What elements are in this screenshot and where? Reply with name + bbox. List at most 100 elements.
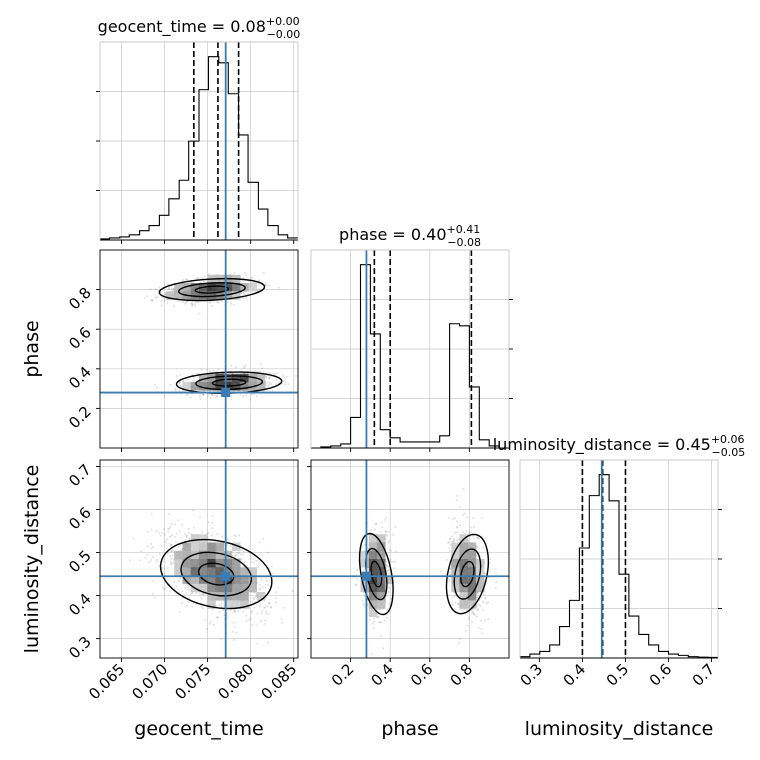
sample-point (259, 370, 262, 373)
sample-point (284, 383, 287, 386)
density-cell (174, 567, 183, 576)
sample-point (277, 286, 280, 289)
tick-label-y-phase: 0.4 (65, 363, 95, 393)
sample-point (268, 602, 271, 605)
sample-point (377, 616, 380, 619)
sample-point (256, 612, 259, 615)
density-cell (232, 382, 241, 391)
sample-point (484, 619, 487, 622)
density-cell (385, 575, 394, 585)
density-cell (476, 583, 485, 593)
density-cell (360, 559, 370, 568)
sample-point (206, 532, 208, 535)
sample-point (158, 565, 161, 568)
sample-point (146, 553, 149, 556)
sample-point (275, 591, 278, 594)
sample-point (158, 552, 161, 555)
sample-point (456, 494, 458, 497)
sample-point (191, 304, 194, 307)
sample-point (200, 597, 203, 600)
panel-2-1-frame (310, 459, 510, 659)
sample-point (243, 367, 246, 369)
density-cell (459, 600, 469, 609)
sample-point (355, 583, 357, 586)
sample-point (369, 618, 371, 621)
sample-point (266, 381, 269, 384)
density-cell (199, 373, 208, 383)
tick-label-y-luminosity_distance: 0.4 (65, 590, 95, 620)
sample-point (373, 617, 376, 620)
sample-point (233, 610, 236, 613)
density-cell (215, 567, 225, 576)
sample-point (259, 587, 262, 590)
sample-point (267, 602, 270, 605)
sample-point (253, 606, 256, 609)
density-cell (368, 608, 378, 618)
density-cell (199, 559, 208, 568)
sample-point (380, 621, 383, 624)
density-cell (368, 583, 378, 593)
sample-point (234, 554, 237, 557)
sample-point (379, 621, 382, 624)
sample-point (158, 286, 161, 289)
sample-point (250, 393, 253, 396)
sample-point (363, 604, 366, 607)
sample-point (233, 272, 236, 274)
sample-point (456, 539, 459, 542)
sample-point (261, 280, 264, 283)
tick-label-x-geocent_time: 0.085 (257, 660, 300, 703)
sample-point (466, 624, 469, 627)
sample-point (457, 538, 460, 541)
density-cell (190, 575, 200, 585)
sample-point (382, 647, 385, 650)
contour-level (177, 281, 246, 298)
sample-point (277, 382, 280, 385)
sample-point (456, 520, 459, 523)
sample-point (230, 398, 233, 401)
density-cell (368, 559, 378, 568)
density-cell (215, 283, 225, 292)
sample-point (233, 303, 235, 306)
sample-point (152, 579, 155, 582)
sample-point (190, 302, 193, 305)
sample-point (220, 602, 223, 605)
sample-point (480, 619, 483, 622)
density-cell (248, 575, 258, 585)
sample-point (476, 536, 479, 539)
sample-point (210, 394, 213, 396)
sample-point (377, 621, 380, 623)
sample-point (235, 554, 237, 557)
sample-point (456, 531, 458, 534)
contour-level (370, 560, 383, 588)
sample-point (385, 616, 388, 619)
sample-point (216, 616, 219, 619)
sample-point (172, 554, 175, 557)
sample-point (458, 638, 461, 641)
sample-point (252, 557, 255, 560)
contour-level (158, 277, 266, 302)
sample-point (475, 615, 478, 618)
sample-point (462, 488, 465, 490)
sample-point (231, 630, 234, 633)
sample-point (154, 296, 157, 299)
sample-point (183, 593, 185, 596)
panel-title-phase: phase = 0.40+0.41 −0.08 (339, 223, 481, 249)
sample-point (153, 384, 156, 387)
sample-point (209, 300, 212, 303)
sample-point (470, 526, 473, 529)
panel-title-luminosity_distance: luminosity_distance = 0.45+0.06 −0.05 (493, 433, 746, 459)
sample-point (139, 559, 142, 562)
sample-point (235, 366, 238, 369)
density-cell (207, 583, 216, 593)
sample-point (257, 370, 259, 373)
density-cell (240, 600, 249, 609)
sample-point (191, 592, 194, 594)
sample-point (213, 394, 216, 397)
sample-point (474, 614, 477, 617)
sample-point (201, 531, 204, 534)
sample-point (162, 560, 165, 563)
sample-point (201, 593, 204, 596)
density-cell (240, 567, 249, 576)
sample-point (356, 578, 359, 581)
